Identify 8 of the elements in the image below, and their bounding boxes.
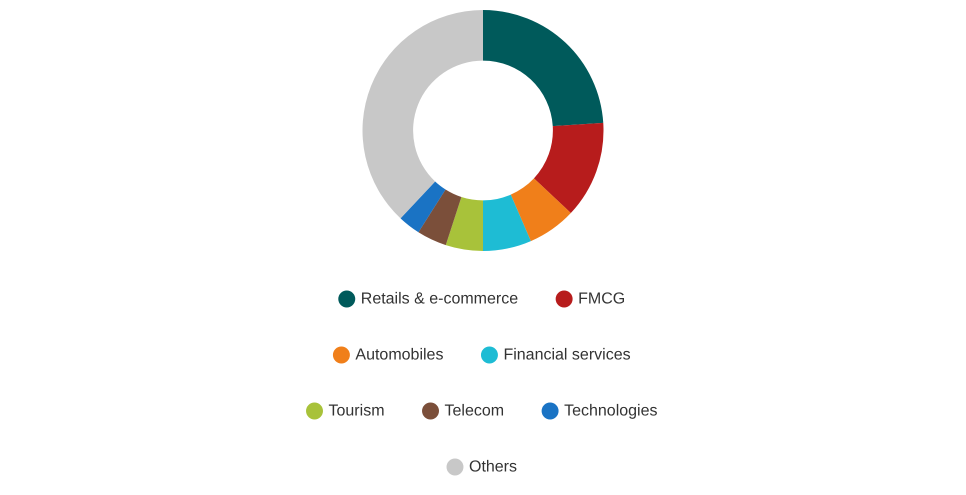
legend-label: FMCG	[578, 290, 626, 308]
legend-label: Tourism	[328, 402, 385, 420]
legend-label: Retails & e-commerce	[360, 290, 518, 308]
legend-label: Technologies	[564, 402, 658, 420]
legend-label: Telecom	[444, 402, 504, 420]
legend-label: Automobiles	[355, 346, 444, 364]
legend-label: Others	[468, 458, 518, 476]
legend-label: Financial services	[503, 346, 631, 364]
